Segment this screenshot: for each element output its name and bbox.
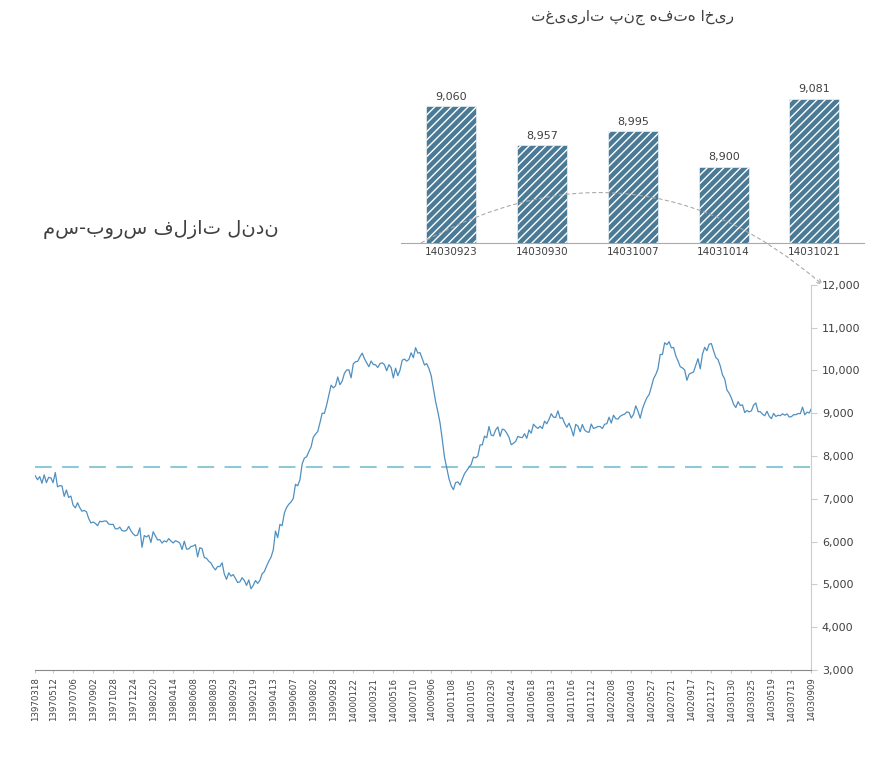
Text: 8,900: 8,900 — [707, 152, 739, 162]
Title: تغییرات پنج هفته اخیر: تغییرات پنج هفته اخیر — [531, 10, 735, 25]
Text: 9,060: 9,060 — [436, 92, 467, 102]
Bar — [426, 106, 476, 770]
Text: مس-بورس فلزات لندن: مس-بورس فلزات لندن — [43, 219, 279, 239]
Text: 8,957: 8,957 — [526, 131, 558, 141]
Bar — [608, 131, 658, 770]
Text: 9,081: 9,081 — [798, 84, 830, 94]
Bar — [517, 146, 567, 770]
Bar — [699, 167, 749, 770]
Text: 8,995: 8,995 — [617, 116, 649, 126]
Bar — [789, 99, 840, 770]
